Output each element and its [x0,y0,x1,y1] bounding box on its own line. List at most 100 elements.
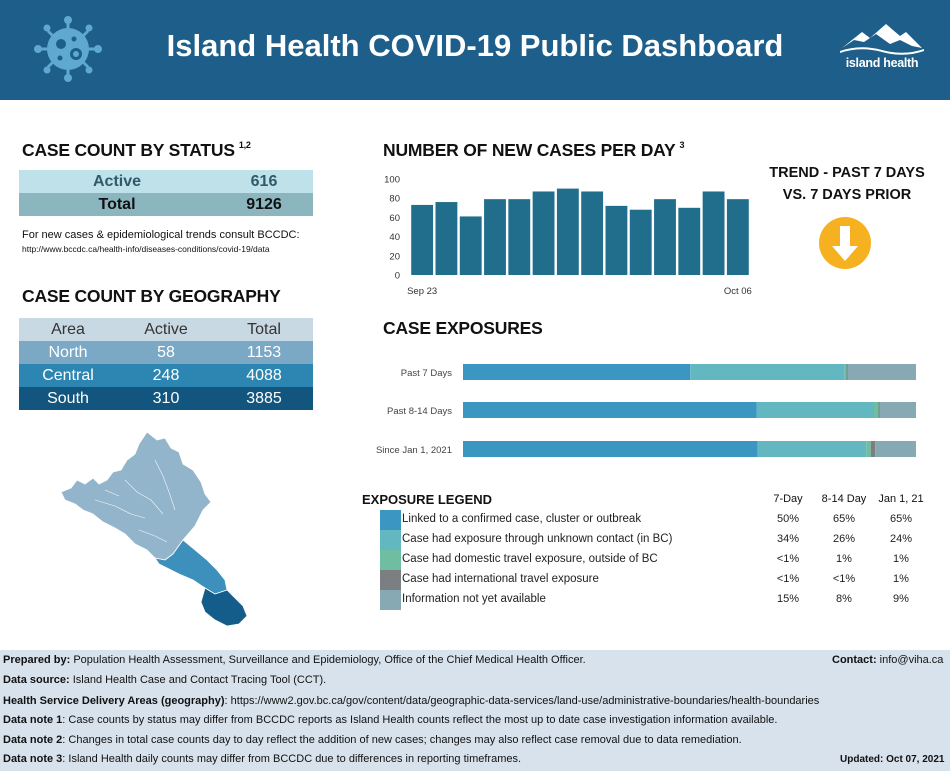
source-label: Data source: [3,674,70,686]
stack-segment [463,364,691,380]
category-label: Past 8-14 Days [387,406,452,417]
down-arrow-icon [819,217,871,269]
stack-segment [847,364,916,380]
source-text: Island Health Case and Contact Tracing T… [72,674,327,686]
bar-oct-03 [654,199,676,275]
stack-segment [757,441,867,457]
note1-label: Data note 1 [3,714,63,726]
prepared-text: Population Health Assessment, Surveillan… [73,654,586,666]
bar-sep-25 [459,216,482,275]
stack-segment [873,402,879,418]
legend-item: Linked to a confirmed case, cluster or o… [380,510,940,530]
active-cell: 248 [152,366,180,384]
stack-segment [690,364,845,380]
hsda-label: Health Service Delivery Areas (geography… [3,695,225,707]
footer-contact: Contact: info@viha.ca [832,654,943,666]
legend-swatch [380,550,401,570]
status-table: Active 616 Total 9126 [19,170,313,216]
legend-label: Linked to a confirmed case, cluster or o… [402,513,642,525]
bar-oct-01 [605,205,628,275]
status-superscript: 1,2 [238,140,251,150]
footer-note1: Data note 1: Case counts by status may d… [3,714,777,726]
mountain-logo-icon [840,24,924,55]
stack-segment [844,364,847,380]
legend-percent: 34% [776,533,800,545]
legend-item: Information not yet available 15% 8% 9% [380,590,940,610]
trend-title-line1: TREND - PAST 7 DAYS [769,165,925,181]
map-region-south [200,587,248,627]
column-header: Area [51,320,85,338]
stack-segment [870,441,876,457]
status-section-title: CASE COUNT BY STATUS 1,2 [22,140,251,161]
legend-percent: 65% [832,513,856,525]
new-cases-section-title: NUMBER OF NEW CASES PER DAY 3 [383,140,684,161]
bar-oct-02 [629,209,652,275]
map-region-central [154,539,228,595]
y-tick-label: 0 [395,271,400,282]
stack-segment [846,364,848,380]
bar-oct-06 [726,199,749,275]
footer-hsda: Health Service Delivery Areas (geography… [3,695,819,707]
legend-percent: 9% [893,593,909,605]
total-cell: 4088 [246,366,282,384]
footer-note3: Data note 3: Island Health daily counts … [3,753,521,765]
footer-source: Data source: Island Health Case and Cont… [3,674,326,686]
note3-label: Data note 3 [3,753,63,765]
header-banner: Island Health COVID-19 Public Dashboard … [0,0,950,100]
status-row-total: Total 9126 [19,193,313,216]
virus-icon [34,16,102,82]
area-cell: Central [42,366,94,384]
bar-sep-24 [435,202,458,275]
note3-text: : Island Health daily counts may differ … [62,753,522,765]
footer-note2: Data note 2: Changes in total case count… [3,734,742,746]
trend-title: TREND - PAST 7 DAYS VS. 7 DAYS PRIOR [758,162,936,206]
legend-percent: 8% [836,593,852,605]
y-tick-label: 40 [389,232,400,243]
geography-row-south: South 310 3885 [19,387,313,410]
hsda-text[interactable]: : https://www2.gov.bc.ca/gov/content/dat… [224,695,820,707]
bccdc-note: For new cases & epidemiological trends c… [22,229,300,241]
footer: Prepared by: Population Health Assessmen… [0,650,950,771]
bar-oct-04 [678,207,701,275]
legend-item: Case had domestic travel exposure, outsi… [380,550,940,570]
map-region-north [60,431,212,561]
note1-text: : Case counts by status may differ from … [62,714,778,726]
island-health-logo: island health [836,20,928,76]
footer-prepared: Prepared by: Population Health Assessmen… [3,654,586,666]
area-cell: South [47,389,89,407]
contact-label: Contact: [832,654,877,666]
area-cell: North [48,343,88,361]
legend-percent: 15% [776,593,800,605]
bar-sep-27 [508,199,531,275]
active-cell: 310 [152,389,180,407]
stack-segment [878,402,880,418]
bar-oct-05 [702,191,725,275]
total-cell: 1153 [246,343,282,361]
column-header: Active [144,320,188,338]
geography-row-north: North 58 1153 [19,341,313,364]
x-tick-label: Oct 06 [724,286,752,297]
exposures-stacked-bar-chart: Past 7 Days Past 8-14 Days Since Jan 1, 20… [376,364,916,457]
new-cases-superscript: 3 [679,140,685,150]
status-label: Active [92,172,142,190]
status-value: 616 [250,172,278,190]
geography-header-row: Area Active Total [19,318,313,341]
legend-percent: 1% [893,553,909,565]
bccdc-link[interactable]: http://www.bccdc.ca/health-info/diseases… [22,244,270,254]
legend-percent: <1% [832,573,856,585]
status-row-active: Active 616 [19,170,313,193]
exposures-section-title: CASE EXPOSURES [383,318,543,338]
legend-swatch [380,530,401,550]
status-title-text: CASE COUNT BY STATUS [22,140,235,160]
new-cases-bar-chart: 0 20 40 60 80 100 Sep 23 Oct 06 [384,175,752,298]
status-label: Total [98,195,136,213]
y-tick-label: 80 [389,194,400,205]
geography-table: Area Active Total North 58 1153 Central … [19,318,313,410]
bar-sep-28 [532,191,555,275]
legend-title: EXPOSURE LEGEND [362,492,493,507]
legend-label: Information not yet available [402,593,546,605]
geography-section-title: CASE COUNT BY GEOGRAPHY [22,286,281,306]
contact-email[interactable]: info@viha.ca [879,654,944,666]
legend-col-7day: 7-Day [773,493,803,505]
active-cell: 58 [157,343,175,361]
